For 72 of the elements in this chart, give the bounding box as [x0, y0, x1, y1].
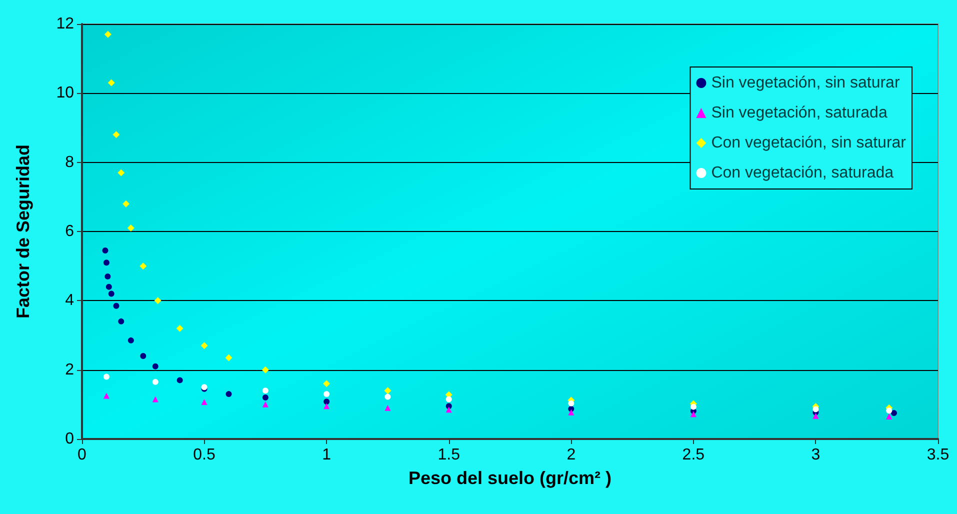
point [886, 408, 892, 414]
point [103, 260, 110, 266]
point [128, 337, 134, 344]
point [140, 262, 147, 270]
point [122, 200, 130, 208]
legend-label: Sin vegetación, saturada [711, 104, 888, 122]
point [200, 342, 208, 350]
point [104, 273, 111, 280]
x-tick-label: 0 [78, 446, 87, 464]
legend-label: Sin vegetación, sin saturar [711, 74, 900, 92]
point [118, 169, 125, 176]
x-tick-label: 3 [811, 446, 820, 464]
point [103, 392, 110, 399]
point [140, 353, 146, 359]
y-tick-label: 10 [56, 84, 74, 102]
point [690, 411, 696, 418]
y-tick-label: 0 [65, 430, 74, 448]
point [118, 318, 124, 324]
point [152, 378, 158, 385]
point [324, 391, 330, 398]
point [262, 388, 268, 394]
point [446, 396, 452, 402]
x-axis-title: Peso del suelo (gr/cm² ) [408, 468, 612, 488]
point [812, 412, 819, 419]
point [568, 400, 574, 406]
point [446, 406, 452, 413]
point [108, 290, 114, 297]
y-tick-label: 6 [65, 223, 74, 240]
legend-label: Con vegetación, sin saturar [711, 134, 907, 152]
point [890, 410, 897, 416]
point [152, 363, 158, 370]
point [106, 284, 112, 290]
point [384, 387, 392, 394]
y-tick-label: 4 [65, 292, 74, 310]
point [324, 398, 330, 405]
y-axis-title: Factor de Seguridad [13, 144, 33, 319]
x-tick-label: 1.5 [438, 446, 460, 464]
legend-label: Con vegetación, saturada [711, 164, 894, 182]
x-tick-label: 3.5 [926, 446, 950, 464]
point [102, 248, 108, 254]
point [176, 377, 183, 384]
point [690, 404, 696, 410]
point [262, 366, 269, 374]
y-tick-label: 2 [65, 361, 74, 378]
point [225, 354, 232, 362]
point [262, 394, 268, 400]
x-tick-label: 2.5 [682, 446, 705, 464]
point [112, 131, 120, 138]
point [812, 406, 819, 412]
point [323, 380, 330, 388]
point [154, 297, 162, 304]
point [226, 391, 232, 398]
point [108, 79, 115, 86]
point [384, 394, 391, 400]
point [201, 398, 208, 405]
point [152, 396, 158, 402]
point [103, 374, 110, 380]
point [886, 414, 892, 420]
y-tick-label: 12 [56, 16, 74, 32]
point [568, 409, 574, 416]
x-tick-label: 0.5 [193, 446, 216, 464]
y-tick-label: 8 [65, 154, 74, 171]
point [104, 30, 112, 38]
point [384, 404, 391, 411]
point [262, 401, 268, 408]
point [127, 224, 134, 232]
x-tick-label: 2 [566, 446, 576, 464]
point [113, 302, 120, 309]
point [324, 403, 330, 410]
point [176, 324, 184, 332]
x-tick-label: 1 [322, 446, 332, 464]
point [446, 403, 452, 410]
